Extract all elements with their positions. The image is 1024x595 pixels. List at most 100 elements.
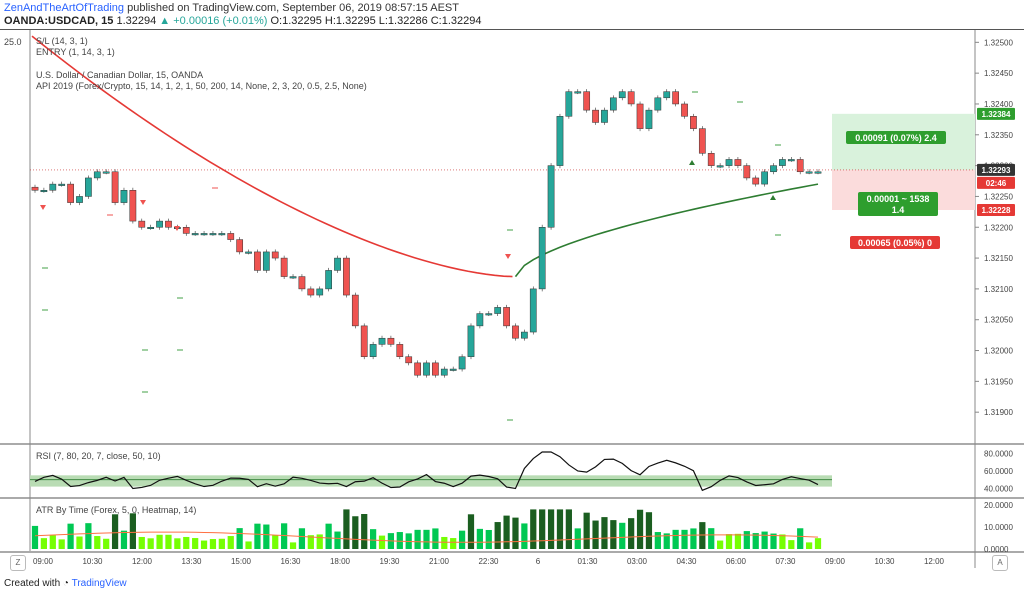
candle-body (351, 294, 359, 327)
y-tick-label: 1.32100 (984, 285, 1013, 294)
rsi-tick-label: 60.0000 (984, 467, 1013, 476)
atr-bar (343, 509, 350, 549)
candle-body (556, 116, 564, 166)
atr-bar (414, 529, 421, 549)
candle-body (120, 190, 128, 203)
candle-body (93, 171, 101, 179)
candle-body (503, 307, 510, 327)
candle-body (796, 159, 804, 173)
candle-body (378, 337, 386, 345)
atr-bar (183, 536, 190, 549)
candle-body (690, 116, 697, 129)
atr-bar (147, 538, 154, 549)
candle-body (289, 276, 297, 279)
target-price-tag-bg (977, 107, 1015, 120)
atr-bar (681, 529, 688, 549)
candle-body (601, 109, 608, 123)
candle-body (592, 109, 599, 123)
atr-bar (574, 528, 581, 549)
atr-study-label[interactable]: ATR By Time (Forex, 5, 0, Heatmap, 14) (36, 505, 197, 515)
candle-body (681, 103, 688, 117)
atr-bar (592, 520, 599, 549)
x-tick-label: 19:30 (379, 557, 400, 566)
candle-body (227, 233, 235, 240)
main-study-label[interactable]: API 2019 (Forex/Crypto, 15, 14, 1, 2, 1,… (36, 81, 367, 91)
atr-bar (672, 529, 679, 549)
candle-body (209, 233, 217, 236)
profit-label: 0.00091 (0.07%) 2.4 (855, 133, 937, 143)
atr-bar (628, 518, 635, 549)
candle-body (67, 183, 74, 203)
candle-body (698, 128, 706, 154)
loss-label: 0.00065 (0.05%) 0 (858, 238, 932, 248)
y-tick-label: 1.32150 (984, 254, 1013, 263)
candle-body (156, 220, 163, 228)
y-tick-label: 1.31900 (984, 408, 1013, 417)
ratio-label-bg (858, 192, 938, 216)
candle-body (565, 91, 573, 117)
x-tick-label: 15:00 (231, 557, 252, 566)
atr-bar (636, 509, 644, 549)
atr-bar (663, 533, 670, 549)
footer-tv-link[interactable]: TradingView (71, 578, 127, 589)
atr-bar (432, 528, 439, 549)
x-tick-label: 22:30 (478, 557, 499, 566)
atr-bar (85, 523, 92, 549)
signal-triangle (770, 195, 776, 200)
signal-triangle (40, 205, 46, 210)
rsi-band (30, 475, 832, 487)
left-scale-value: 25.0 (4, 37, 22, 47)
candle-body (458, 356, 466, 370)
x-tick-label: 12:00 (924, 557, 945, 566)
atr-tick-label: 20.0000 (984, 501, 1013, 510)
candle-body (645, 109, 653, 129)
atr-bar (645, 512, 653, 549)
atr-bar (458, 530, 466, 549)
candle-body (369, 344, 377, 357)
candle-body (396, 344, 404, 357)
atr-bar (699, 522, 706, 549)
x-tick-label: 13:30 (181, 557, 202, 566)
candle-body (200, 233, 208, 236)
stop-price-tag: 1.32228 (982, 206, 1011, 215)
candle-body (494, 307, 502, 314)
sl-study-label[interactable]: S/L (14, 3, 1) (36, 36, 88, 46)
candle-body (609, 97, 617, 111)
zoom-button[interactable]: Z (10, 555, 26, 571)
signal-triangle (174, 226, 180, 231)
atr-bar (369, 529, 377, 549)
auto-scale-button[interactable]: A (992, 555, 1008, 571)
candle-body (49, 183, 57, 191)
atr-bar (494, 522, 501, 549)
atr-bar (209, 539, 217, 549)
atr-bar (547, 509, 555, 549)
ma-red-line (31, 35, 513, 278)
candle-body (334, 257, 341, 271)
x-tick-label: 06:00 (726, 557, 747, 566)
candle-body (40, 190, 48, 193)
rsi-study-label[interactable]: RSI (7, 80, 20, 7, close, 50, 10) (36, 451, 161, 461)
symbol-line: OANDA:USDCAD, 15 1.32294 ▲ +0.00016 (+0.… (4, 15, 482, 28)
atr-bar (103, 538, 110, 549)
brand-link[interactable]: ZenAndTheArtOfTrading (4, 2, 125, 14)
candle-body (574, 91, 582, 94)
entry-study-label[interactable]: ENTRY (1, 14, 3, 1) (36, 47, 115, 57)
atr-bar (272, 535, 279, 549)
candle-body (440, 368, 448, 376)
candle-body (449, 368, 457, 371)
candle-body (761, 171, 768, 185)
atr-bar (565, 509, 572, 549)
atr-tick-label: 10.0000 (984, 523, 1013, 532)
atr-bar (307, 535, 314, 549)
atr-bar (316, 534, 323, 549)
candle-body (529, 288, 537, 333)
atr-bar (805, 542, 813, 549)
candle-body (521, 331, 528, 339)
x-tick-label: 12:00 (132, 557, 153, 566)
atr-bar (40, 538, 48, 549)
candle-body (476, 313, 484, 327)
atr-bar (236, 528, 243, 549)
candle-body (147, 227, 155, 230)
atr-bar (521, 523, 528, 549)
